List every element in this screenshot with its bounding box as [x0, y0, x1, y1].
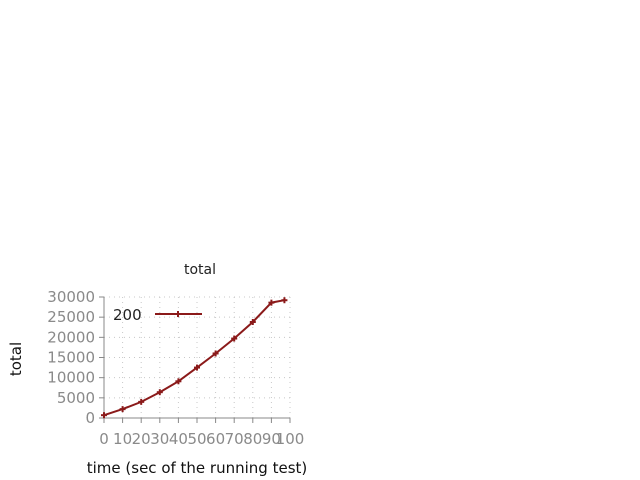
- series-layer: [101, 297, 288, 419]
- x-axis-label: time (sec of the running test): [87, 459, 308, 477]
- axes: [99, 296, 291, 423]
- data-point: [156, 389, 163, 396]
- data-point: [281, 297, 288, 304]
- x-tick-label: 100: [276, 430, 305, 448]
- y-tick-label: 10000: [47, 369, 95, 387]
- y-tick-label: 0: [85, 409, 95, 427]
- x-tick-label: 50: [187, 430, 206, 448]
- y-tick-label: 25000: [47, 308, 95, 326]
- y-tick-label: 5000: [57, 389, 95, 407]
- x-tick-label: 80: [243, 430, 262, 448]
- data-point: [175, 378, 182, 385]
- y-tick-labels: 0 5000 10000 15000 20000 25000 30000: [47, 288, 95, 427]
- grid: [104, 296, 291, 418]
- data-point: [212, 350, 219, 357]
- y-tick-label: 15000: [47, 349, 95, 367]
- x-tick-label: 30: [150, 430, 169, 448]
- data-point: [249, 319, 256, 326]
- chart-title: total: [184, 262, 216, 278]
- y-tick-label: 30000: [47, 288, 95, 306]
- data-point: [231, 335, 238, 342]
- x-tick-label: 40: [169, 430, 188, 448]
- data-point: [138, 398, 145, 405]
- data-point: [101, 412, 107, 419]
- x-tick-label: 0: [99, 430, 109, 448]
- x-tick-label: 10: [113, 430, 132, 448]
- x-tick-label: 60: [206, 430, 225, 448]
- x-tick-label: 20: [132, 430, 151, 448]
- data-point: [194, 364, 200, 371]
- legend: 200: [113, 306, 202, 324]
- data-point: [268, 299, 275, 306]
- data-point: [119, 406, 126, 413]
- y-tick-label: 20000: [47, 328, 95, 346]
- legend-label: 200: [113, 306, 142, 324]
- x-tick-label: 70: [225, 430, 244, 448]
- y-axis-label: total: [7, 342, 25, 376]
- x-tick-label: 90: [262, 430, 281, 448]
